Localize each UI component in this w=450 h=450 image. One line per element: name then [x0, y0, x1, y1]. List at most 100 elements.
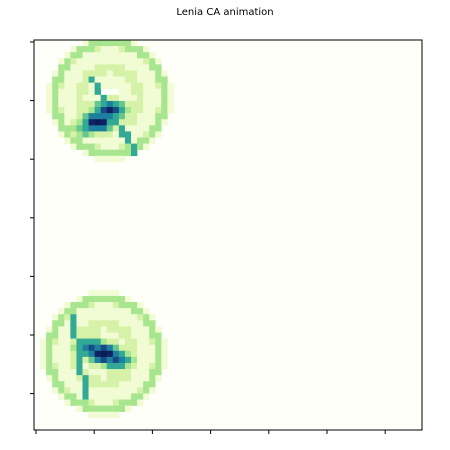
heatmap-cell: [88, 64, 95, 71]
heatmap-cell: [118, 326, 126, 333]
heatmap-cell: [76, 137, 83, 144]
heatmap-cell: [106, 143, 114, 150]
heatmap-cell: [94, 155, 101, 163]
heatmap-cell: [124, 362, 132, 370]
heatmap-cell: [94, 308, 101, 315]
heatmap-cell: [82, 76, 89, 83]
heatmap-cell: [106, 100, 114, 108]
heatmap-cell: [58, 369, 65, 376]
heatmap-cell: [94, 76, 101, 83]
heatmap-cell: [76, 320, 83, 327]
heatmap-cell: [124, 332, 132, 339]
heatmap-cell: [94, 137, 101, 144]
heatmap-cell: [94, 143, 101, 150]
heatmap-cell: [94, 100, 101, 108]
heatmap-cell: [143, 369, 150, 376]
heatmap-cell: [76, 76, 83, 83]
heatmap-cell: [106, 137, 114, 144]
heatmap-cell: [149, 338, 156, 345]
heatmap-cell: [137, 46, 144, 53]
heatmap-cell: [106, 344, 114, 352]
heatmap-cell: [118, 94, 126, 102]
heatmap-cell: [124, 131, 132, 138]
heatmap-cell: [124, 399, 132, 406]
heatmap-cell: [143, 100, 150, 108]
heatmap-cell: [131, 137, 138, 144]
heatmap-cell: [131, 149, 138, 157]
heatmap-cell: [167, 94, 174, 102]
heatmap-cell: [106, 295, 114, 303]
heatmap-cell: [100, 350, 108, 358]
heatmap-cell: [143, 393, 150, 400]
heatmap-cell: [118, 143, 126, 150]
heatmap-cell: [106, 52, 114, 59]
heatmap-cell: [106, 76, 114, 83]
heatmap-cell: [100, 338, 108, 345]
heatmap-cell: [52, 387, 59, 394]
heatmap-cell: [106, 320, 114, 327]
heatmap-cell: [106, 314, 114, 321]
heatmap-cell: [58, 362, 65, 370]
heatmap-cell: [64, 137, 71, 144]
heatmap-cell: [52, 88, 59, 96]
heatmap-cell: [70, 82, 77, 90]
heatmap-cell: [112, 64, 120, 71]
heatmap-cell: [137, 88, 144, 96]
heatmap-cell: [58, 338, 65, 345]
heatmap-cell: [70, 137, 77, 144]
heatmap-cell: [94, 46, 101, 53]
heatmap-cell: [149, 387, 156, 394]
heatmap-cell: [76, 94, 83, 102]
heatmap-cell: [94, 405, 101, 413]
heatmap-cell: [112, 76, 120, 83]
heatmap-cell: [58, 308, 65, 315]
heatmap-cell: [124, 70, 132, 77]
heatmap-cell: [137, 308, 144, 315]
heatmap-cell: [100, 40, 108, 47]
heatmap-cell: [100, 52, 108, 59]
heatmap-cell: [88, 113, 95, 120]
heatmap-cell: [76, 52, 83, 59]
heatmap-cell: [88, 320, 95, 327]
heatmap-cell: [94, 393, 101, 400]
heatmap-cell: [118, 375, 126, 382]
heatmap-cell: [94, 356, 101, 364]
heatmap-cell: [46, 94, 53, 102]
heatmap-cell: [58, 119, 65, 126]
heatmap-cell: [46, 326, 53, 333]
heatmap-cell: [161, 100, 168, 108]
heatmap-cell: [64, 125, 71, 132]
heatmap-cell: [88, 107, 95, 114]
heatmap-cell: [52, 356, 59, 364]
heatmap-cell: [40, 338, 47, 345]
heatmap-cell: [76, 326, 83, 333]
heatmap-cell: [76, 314, 83, 321]
heatmap-cell: [106, 155, 114, 163]
heatmap-cell: [131, 58, 138, 65]
heatmap-cell: [76, 381, 83, 388]
heatmap-cell: [137, 338, 144, 345]
heatmap-cell: [88, 125, 95, 132]
heatmap-cell: [88, 76, 95, 83]
heatmap-cell: [82, 64, 89, 71]
heatmap-cell: [100, 314, 108, 321]
heatmap-cell: [137, 314, 144, 321]
chart-title: Lenia CA animation: [176, 7, 274, 18]
heatmap-cell: [131, 362, 138, 370]
heatmap-cell: [118, 320, 126, 327]
heatmap-cell: [88, 40, 95, 47]
heatmap-cell: [118, 119, 126, 126]
heatmap-cell: [118, 149, 126, 157]
heatmap-cell: [124, 100, 132, 108]
heatmap-cell: [82, 88, 89, 96]
heatmap-cell: [131, 387, 138, 394]
heatmap-cell: [100, 399, 108, 406]
heatmap-cell: [131, 381, 138, 388]
heatmap-cell: [155, 338, 162, 345]
heatmap-cell: [52, 100, 59, 108]
heatmap-cell: [118, 302, 126, 309]
heatmap-cell: [82, 314, 89, 321]
heatmap-cell: [112, 70, 120, 77]
heatmap-cell: [149, 332, 156, 339]
heatmap-cell: [124, 338, 132, 345]
